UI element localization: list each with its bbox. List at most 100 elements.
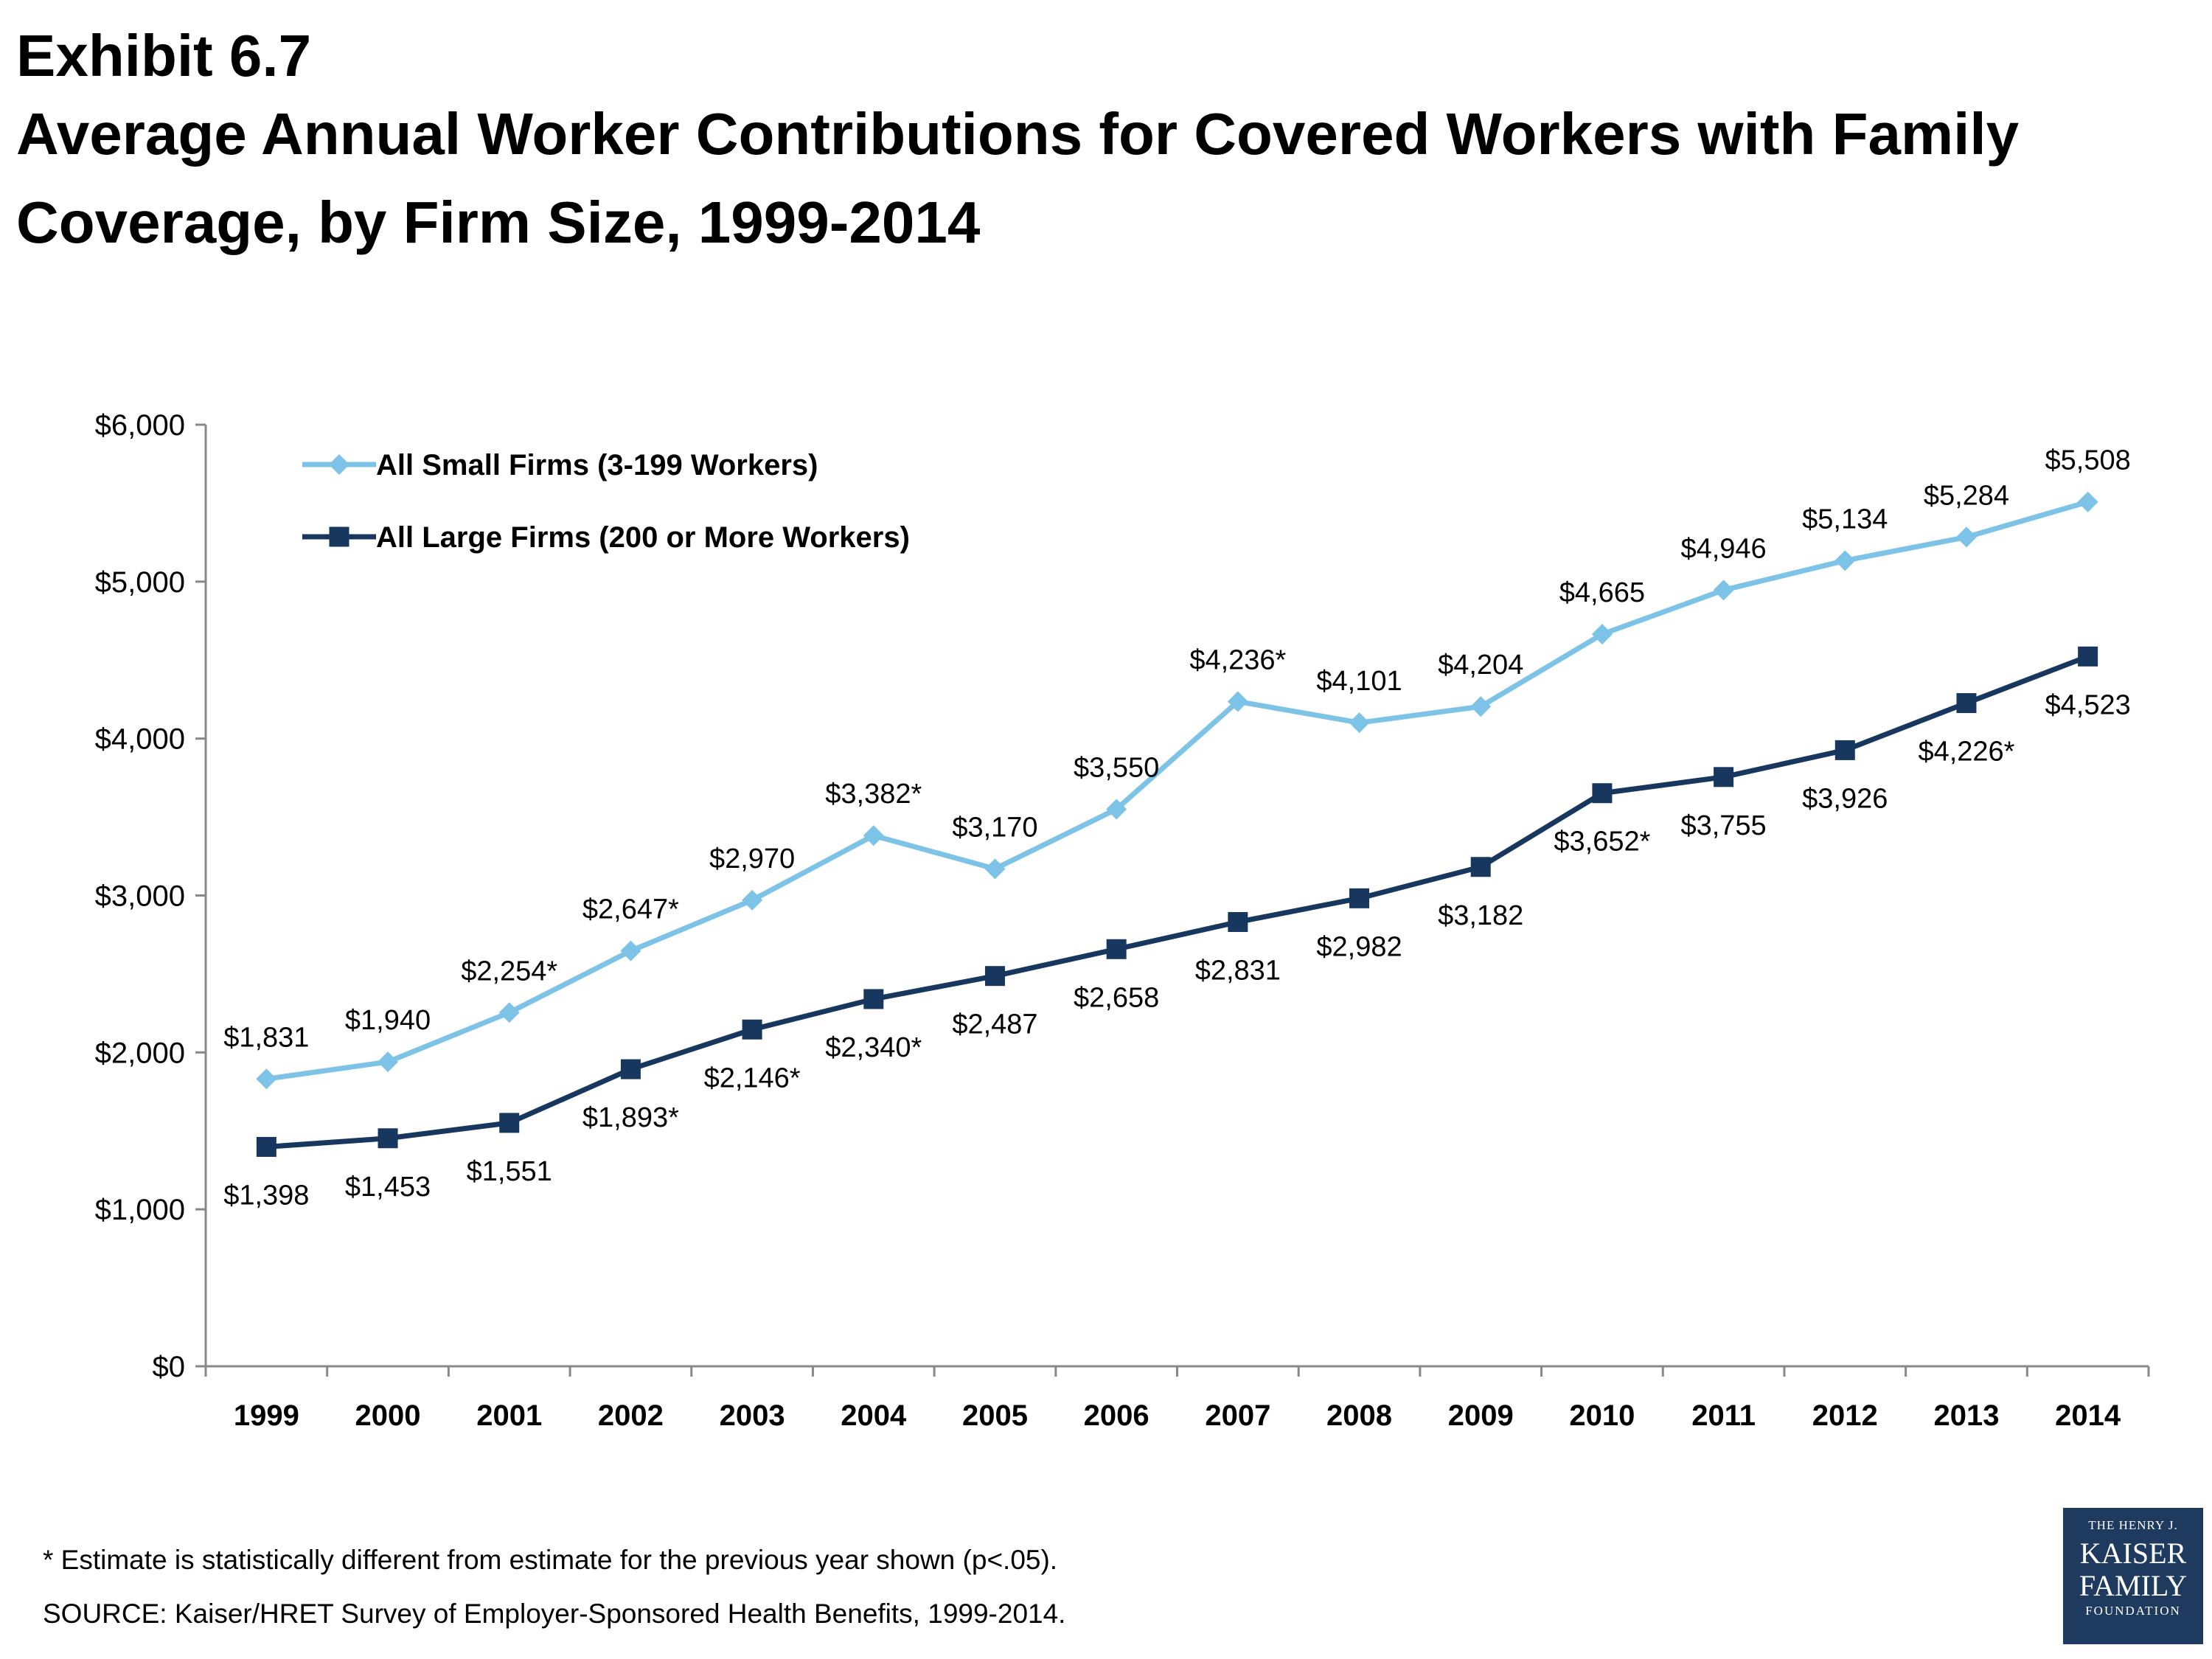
logo-line-4: FOUNDATION xyxy=(2085,1604,2181,1618)
data-label-small-firms: $3,382* xyxy=(825,779,922,810)
data-point-large-firms xyxy=(1592,783,1613,804)
data-label-small-firms: $3,550 xyxy=(1074,752,1159,783)
data-label-large-firms: $4,523 xyxy=(2045,689,2131,720)
chart-title: Average Annual Worker Contributions for … xyxy=(16,101,2020,255)
data-point-large-firms xyxy=(620,1059,641,1079)
data-point-small-firms xyxy=(256,1068,277,1090)
data-label-large-firms: $3,755 xyxy=(1680,810,1766,841)
data-point-small-firms xyxy=(1591,624,1613,645)
data-label-small-firms: $3,170 xyxy=(952,812,1037,843)
data-label-large-firms: $1,893* xyxy=(582,1102,679,1133)
data-point-small-firms xyxy=(378,1051,399,1073)
data-point-large-firms xyxy=(1714,767,1734,787)
data-label-small-firms: $5,134 xyxy=(1802,504,1888,535)
data-point-small-firms xyxy=(1349,712,1370,734)
data-point-large-firms xyxy=(863,989,884,1009)
data-label-small-firms: $4,101 xyxy=(1316,666,1402,697)
line-chart: $0 $1,000 $2,000 $3,000 $4,000 $5,000 $6,000 19… xyxy=(95,409,2150,1432)
data-label-large-firms: $2,658 xyxy=(1074,982,1159,1013)
data-point-large-firms xyxy=(256,1136,276,1157)
data-point-small-firms xyxy=(498,1002,520,1023)
footnote: * Estimate is statistically different fr… xyxy=(43,1545,1058,1575)
y-tick-label: $5,000 xyxy=(95,566,185,599)
data-label-large-firms: $2,340* xyxy=(825,1032,922,1063)
x-tick-label: 2002 xyxy=(598,1399,664,1432)
data-label-small-firms: $5,284 xyxy=(1924,480,2009,511)
data-label-large-firms: $1,453 xyxy=(345,1172,431,1203)
x-tick-label: 2010 xyxy=(1569,1399,1635,1432)
x-tick-label: 2005 xyxy=(962,1399,1028,1432)
series-line-small-firms xyxy=(265,499,2089,1082)
logo-line-2: KAISER xyxy=(2079,1537,2187,1570)
logo-line-1: THE HENRY J. xyxy=(2088,1518,2178,1532)
x-tick-label: 2009 xyxy=(1448,1399,1514,1432)
x-tick-label: 2003 xyxy=(720,1399,785,1432)
data-point-large-firms xyxy=(1956,693,1977,714)
data-label-small-firms: $2,647* xyxy=(582,894,679,925)
kaiser-family-foundation-logo: THE HENRY J. KAISER FAMILY FOUNDATION xyxy=(2063,1508,2203,1644)
data-point-large-firms xyxy=(378,1128,398,1149)
data-label-small-firms: $2,254* xyxy=(461,956,557,987)
data-point-large-firms xyxy=(1834,740,1855,760)
data-label-small-firms: $2,970 xyxy=(709,844,795,874)
data-point-large-firms xyxy=(1349,888,1370,908)
x-tick-label: 2014 xyxy=(2055,1399,2121,1432)
exhibit-number: Exhibit 6.7 xyxy=(16,23,312,88)
data-point-small-firms xyxy=(1227,691,1248,712)
series-line-large-firms xyxy=(266,654,2089,1150)
legend-label: All Small Firms (3-199 Workers) xyxy=(376,449,818,481)
x-tick-label: 2013 xyxy=(1933,1399,1999,1432)
data-label-small-firms: $4,236* xyxy=(1189,644,1286,675)
data-point-small-firms xyxy=(2077,491,2098,512)
data-point-large-firms xyxy=(1106,939,1127,959)
data-label-large-firms: $3,182 xyxy=(1438,900,1523,931)
logo-line-3: FAMILY xyxy=(2079,1569,2188,1602)
data-point-large-firms xyxy=(499,1113,520,1133)
legend-marker xyxy=(329,454,349,475)
data-point-small-firms xyxy=(1834,550,1856,571)
data-point-small-firms xyxy=(742,889,763,911)
data-point-large-firms xyxy=(742,1019,762,1040)
x-tick-label: 2007 xyxy=(1205,1399,1270,1432)
legend-marker xyxy=(329,526,349,547)
x-tick-label: 2011 xyxy=(1691,1399,1756,1432)
data-point-small-firms xyxy=(620,940,641,961)
y-tick-label: $0 xyxy=(153,1351,186,1383)
data-label-small-firms: $1,940 xyxy=(345,1005,431,1036)
data-label-large-firms: $1,551 xyxy=(467,1156,552,1187)
data-label-small-firms: $4,665 xyxy=(1559,577,1645,608)
data-label-large-firms: $2,146* xyxy=(704,1062,801,1093)
legend-label: All Large Firms (200 or More Workers) xyxy=(376,521,910,554)
data-label-large-firms: $1,398 xyxy=(223,1180,309,1211)
x-tick-label: 2008 xyxy=(1326,1399,1392,1432)
data-label-small-firms: $4,946 xyxy=(1680,533,1766,564)
data-label-small-firms: $1,831 xyxy=(223,1022,309,1053)
y-tick-label: $4,000 xyxy=(95,723,185,756)
data-point-small-firms xyxy=(1955,526,1977,548)
data-label-large-firms: $2,487 xyxy=(952,1009,1037,1040)
x-tick-label: 2006 xyxy=(1084,1399,1150,1432)
y-tick-label: $3,000 xyxy=(95,880,185,913)
data-label-large-firms: $3,926 xyxy=(1802,783,1888,814)
x-tick-label: 2000 xyxy=(355,1399,421,1432)
source-note: SOURCE: Kaiser/HRET Survey of Employer-S… xyxy=(43,1599,1066,1629)
data-point-small-firms xyxy=(984,858,1006,880)
data-label-large-firms: $3,652* xyxy=(1554,827,1650,858)
x-tick-label: 2012 xyxy=(1812,1399,1878,1432)
data-point-large-firms xyxy=(1470,857,1491,877)
x-tick-label: 2004 xyxy=(841,1399,907,1432)
y-tick-label: $1,000 xyxy=(95,1194,185,1226)
y-tick-label: $6,000 xyxy=(95,409,185,442)
data-point-large-firms xyxy=(1228,911,1248,932)
data-point-small-firms xyxy=(863,825,884,846)
data-point-large-firms xyxy=(984,966,1005,987)
data-label-small-firms: $5,508 xyxy=(2045,445,2131,476)
data-label-large-firms: $4,226* xyxy=(1918,737,2014,768)
data-label-small-firms: $4,204 xyxy=(1438,650,1523,681)
data-point-small-firms xyxy=(1713,580,1734,601)
data-point-small-firms xyxy=(1106,799,1127,820)
data-point-large-firms xyxy=(2078,646,2098,667)
title-block: Exhibit 6.7 Average Annual Worker Contri… xyxy=(16,22,2154,267)
data-point-small-firms xyxy=(1470,696,1492,717)
x-tick-label: 2001 xyxy=(476,1399,542,1432)
